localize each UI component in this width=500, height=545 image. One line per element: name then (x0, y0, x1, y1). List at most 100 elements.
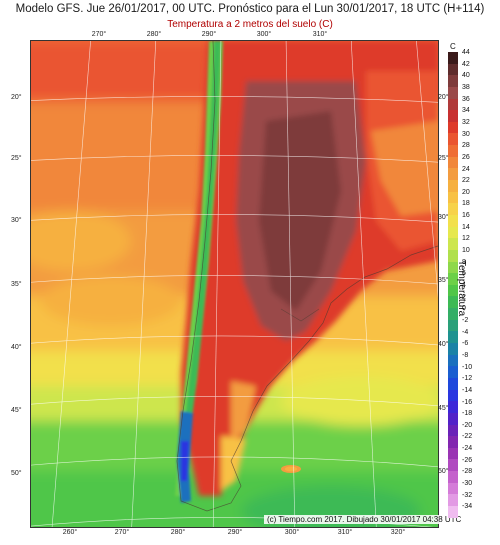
longitude-label: 300° (284, 529, 300, 536)
latitude-label: 50° (11, 470, 22, 477)
longitude-label: 270° (91, 31, 107, 38)
colorbar-tick-label: -14 (462, 386, 473, 394)
colorbar-tick-label: 28 (462, 142, 470, 150)
colorbar-tick-label: -6 (462, 340, 469, 348)
longitude-label: 260° (62, 529, 78, 536)
map-subtitle: Temperatura a 2 metros del suelo (C) (167, 19, 333, 30)
colorbar-swatch (448, 377, 458, 390)
colorbar-swatch (448, 121, 458, 134)
colorbar-tick-label: 12 (462, 235, 470, 243)
colorbar-tick-label: 14 (462, 223, 470, 231)
colorbar-tick-label: -8 (462, 351, 469, 359)
longitude-label: 310° (312, 31, 328, 38)
latitude-label: 30° (11, 217, 22, 224)
colorbar-tick-label: 2 (462, 293, 466, 301)
colorbar-swatch (448, 354, 458, 367)
longitude-label: 320° (390, 529, 406, 536)
colorbar-swatch (448, 133, 458, 146)
colorbar-tick-label: 4 (462, 282, 466, 289)
colorbar-tick-label: -26 (462, 456, 473, 464)
colorbar-swatch (448, 63, 458, 76)
colorbar-swatch (448, 482, 458, 495)
colorbar (448, 52, 458, 518)
colorbar-swatch (448, 494, 458, 506)
latitude-label: 20° (11, 94, 22, 101)
colorbar-tick-label: 38 (462, 83, 470, 91)
colorbar-tick-label: 20 (462, 188, 470, 196)
latitude-label: 30° (438, 214, 449, 221)
colorbar-swatch (448, 98, 458, 111)
latitude-label: 25° (438, 155, 449, 162)
longitude-label: 300° (256, 31, 272, 38)
colorbar-swatch (448, 459, 458, 472)
longitude-label: 290° (201, 31, 217, 38)
colorbar-swatch (448, 471, 458, 483)
longitude-label: 270° (114, 529, 130, 536)
colorbar-tick-label: 30 (462, 130, 470, 138)
colorbar-tick-label: 26 (462, 153, 470, 161)
latitude-label: 50° (438, 468, 449, 475)
longitude-label: 280° (146, 31, 162, 38)
temperature-field (31, 41, 438, 527)
latitude-label: 40° (11, 344, 22, 351)
colorbar-swatch (448, 389, 458, 402)
latitude-label: 20° (438, 94, 449, 101)
colorbar-tick-label: -4 (462, 328, 469, 336)
colorbar-tick-label: 40 (462, 72, 470, 80)
colorbar-swatch (448, 424, 458, 437)
colorbar-tick-label: 42 (462, 60, 470, 68)
colorbar-swatch (448, 319, 458, 332)
colorbar-tick-label: -32 (462, 491, 473, 499)
latitude-label: 35° (11, 281, 22, 288)
colorbar-tick-label: 10 (462, 247, 470, 255)
colorbar-swatch (448, 447, 458, 460)
colorbar-swatch (448, 180, 458, 192)
latitude-label: 45° (438, 405, 449, 412)
latitude-label: 25° (11, 155, 22, 162)
colorbar-tick-label: 8 (462, 258, 466, 266)
colorbar-swatch (448, 261, 458, 274)
latitude-label: 40° (438, 341, 449, 348)
colorbar-swatch (448, 226, 458, 239)
colorbar-swatch (448, 238, 458, 250)
colorbar-swatch (448, 343, 458, 355)
colorbar-tick-label: 44 (462, 49, 470, 56)
colorbar-tick-label: 18 (462, 200, 470, 208)
colorbar-swatch (448, 296, 458, 309)
colorbar-tick-label: -2 (462, 316, 469, 324)
colorbar-tick-label: -20 (462, 421, 473, 429)
colorbar-swatch (448, 86, 458, 99)
colorbar-swatch (448, 412, 458, 425)
colorbar-tick-label: 32 (462, 118, 470, 126)
colorbar-tick-label: -18 (462, 410, 473, 418)
colorbar-swatch (448, 308, 458, 320)
colorbar-swatch (448, 249, 458, 262)
colorbar-tick-label: 22 (462, 177, 470, 185)
latitude-label: 35° (438, 277, 449, 284)
colorbar-unit: C (450, 42, 456, 51)
colorbar-swatch (448, 505, 458, 518)
colorbar-tick-label: 34 (462, 107, 470, 115)
colorbar-swatch (448, 366, 458, 378)
colorbar-tick-label: 24 (462, 165, 470, 173)
colorbar-swatch (448, 52, 458, 64)
colorbar-swatch (448, 168, 458, 181)
colorbar-tick-label: 6 (462, 270, 466, 278)
longitude-label: 290° (227, 529, 243, 536)
colorbar-tick-label: -12 (462, 375, 473, 383)
colorbar-tick-label: -10 (462, 363, 473, 371)
colorbar-tick-label: -34 (462, 503, 473, 511)
colorbar-swatch (448, 273, 458, 285)
longitude-label: 280° (170, 529, 186, 536)
map-credit: (c) Tiempo.com 2017. Dibujado 30/01/2017… (264, 515, 465, 524)
map-title: Modelo GFS. Jue 26/01/2017, 00 UTC. Pron… (15, 3, 485, 15)
colorbar-tick-label: 16 (462, 212, 470, 220)
colorbar-swatch (448, 401, 458, 413)
longitude-label: 310° (337, 529, 353, 536)
colorbar-swatch (448, 436, 458, 448)
colorbar-swatch (448, 191, 458, 204)
colorbar-tick-label: -16 (462, 398, 473, 406)
colorbar-tick-label: -24 (462, 445, 473, 453)
latitude-label: 45° (11, 407, 22, 414)
colorbar-swatch (448, 284, 458, 297)
